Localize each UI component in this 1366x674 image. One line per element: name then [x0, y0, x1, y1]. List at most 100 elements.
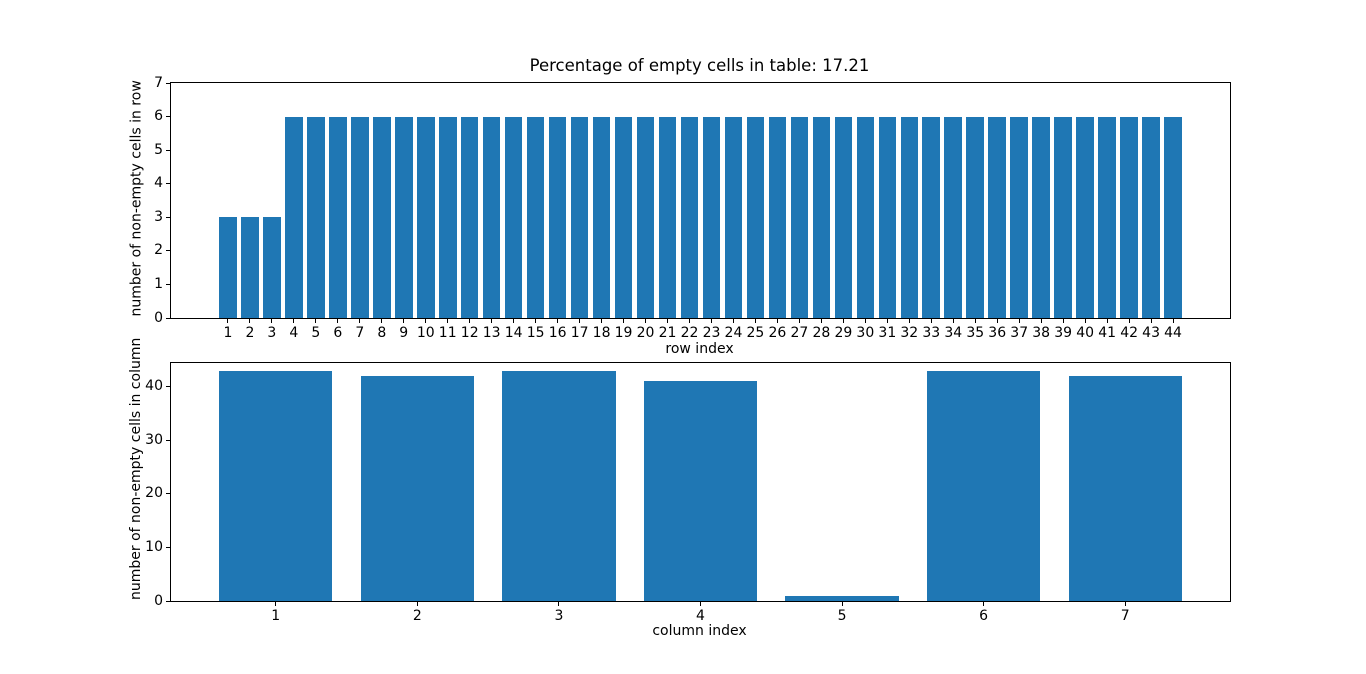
x-tick-label: 27 [790, 325, 809, 341]
bar [944, 116, 963, 318]
x-tick-label: 41 [1098, 325, 1117, 341]
bar [502, 370, 616, 601]
y-tick-label: 20 [145, 485, 163, 502]
x-tick-label: 24 [724, 325, 743, 341]
bar [988, 116, 1007, 318]
x-tick-label: 28 [812, 325, 831, 341]
bar [1010, 116, 1028, 318]
bar [307, 116, 325, 318]
x-tick-label: 30 [856, 325, 875, 341]
bar [548, 116, 567, 318]
bar [372, 116, 391, 318]
x-tick [667, 319, 669, 323]
chart-title: Percentage of empty cells in table: 17.2… [529, 56, 870, 75]
x-tick [1172, 319, 1174, 323]
y-tick [166, 116, 170, 118]
x-tick [1106, 319, 1108, 323]
x-tick-label: 34 [944, 325, 963, 341]
x-tick-label: 26 [768, 325, 787, 341]
y-tick-label: 30 [145, 431, 163, 448]
bar [702, 116, 721, 318]
x-tick-label: 21 [658, 325, 677, 341]
bar [570, 116, 589, 318]
y-tick [166, 250, 170, 252]
bar [394, 116, 413, 318]
bar [922, 116, 941, 318]
x-tick-label: 15 [526, 325, 545, 341]
x-tick-label: 6 [979, 608, 989, 624]
x-tick [249, 319, 251, 323]
bar [643, 381, 758, 601]
x-tick-label: 7 [355, 325, 365, 341]
x-tick [557, 319, 559, 323]
y-tick [166, 82, 170, 84]
x-tick [776, 319, 778, 323]
x-tick [447, 319, 449, 323]
y-tick-label: 7 [154, 74, 163, 91]
bar [482, 116, 501, 318]
x-tick [469, 319, 471, 323]
x-tick-label: 1 [223, 325, 233, 341]
bar [746, 116, 765, 318]
x-tick [820, 319, 822, 323]
y-tick [166, 283, 170, 285]
bar [812, 116, 831, 318]
x-tick [1018, 319, 1020, 323]
bar [927, 370, 1041, 601]
bar [592, 116, 611, 318]
x-tick-label: 40 [1076, 325, 1095, 341]
y-tick-label: 4 [154, 175, 163, 192]
y-tick [166, 600, 170, 602]
x-tick-label: 3 [554, 608, 564, 624]
x-tick-label: 8 [377, 325, 387, 341]
bar [658, 116, 677, 318]
x-tick-label: 17 [570, 325, 589, 341]
y-tick [166, 386, 170, 388]
y-tick-label: 2 [154, 242, 163, 259]
x-tick [700, 602, 701, 606]
x-tick [842, 319, 844, 323]
x-tick-label: 4 [289, 325, 299, 341]
x-tick-label: 42 [1120, 325, 1139, 341]
y-tick [166, 546, 170, 548]
x-tick-label: 36 [988, 325, 1007, 341]
x-tick-label: 12 [460, 325, 479, 341]
x-tick [227, 319, 229, 323]
x-tick-label: 23 [702, 325, 721, 341]
bar [1142, 116, 1160, 318]
bar [856, 116, 875, 318]
x-tick [623, 319, 625, 323]
bar [614, 116, 633, 318]
x-tick-label: 1 [271, 608, 281, 624]
y-tick-label: 10 [145, 538, 163, 555]
x-tick-label: 5 [311, 325, 321, 341]
x-tick [996, 319, 998, 323]
x-tick [841, 602, 843, 606]
x-tick [1124, 602, 1126, 606]
y-tick [166, 317, 170, 319]
x-tick [359, 319, 361, 323]
x-tick [1062, 319, 1064, 323]
bar [680, 116, 699, 318]
y-tick-label: 6 [154, 108, 163, 125]
bar [768, 116, 787, 318]
bar [263, 217, 281, 318]
x-tick-label: 7 [1120, 608, 1130, 624]
x-tick-label: 14 [504, 325, 523, 341]
x-tick-label: 6 [333, 325, 343, 341]
bar [966, 116, 985, 318]
bar [878, 116, 897, 318]
x-tick [337, 319, 339, 323]
x-tick [974, 319, 976, 323]
y-tick [166, 493, 170, 495]
y-tick-label: 0 [154, 309, 163, 326]
x-tick-label: 31 [878, 325, 897, 341]
x-tick-label: 37 [1010, 325, 1029, 341]
y-tick [166, 439, 170, 441]
x-tick-label: 2 [245, 325, 255, 341]
x-tick-label: 10 [416, 325, 435, 341]
x-tick [1084, 319, 1086, 323]
bar [1164, 116, 1182, 318]
x-tick [1150, 319, 1152, 323]
